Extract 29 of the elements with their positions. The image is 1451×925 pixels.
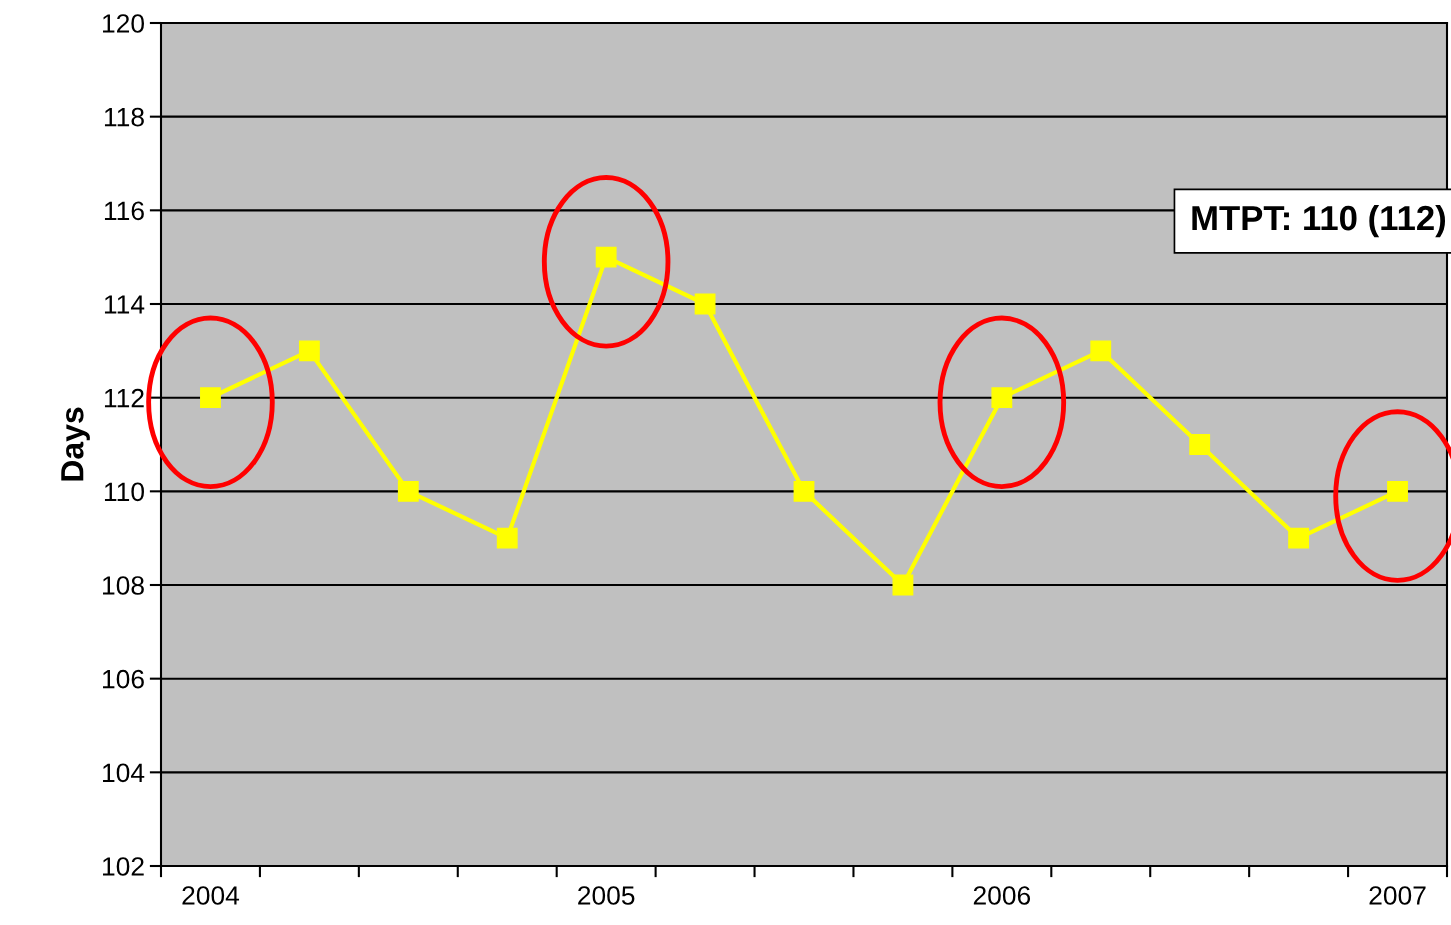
point [397, 480, 419, 502]
y-tick-label: 116 [104, 201, 144, 221]
point [1090, 340, 1112, 362]
point [1288, 527, 1310, 549]
x-tick-label: 2004 [182, 886, 240, 905]
annotation: MTPT: 110 (112) [1192, 204, 1446, 238]
y-tick-label: 102 [103, 857, 144, 876]
point [892, 574, 914, 596]
y-axis-title: Days [61, 407, 90, 481]
y-tick-label: 112 [104, 388, 144, 408]
y-tick-label: 104 [103, 763, 145, 783]
y-tick-label: 120 [103, 14, 144, 33]
point [1387, 480, 1408, 502]
point [496, 527, 518, 549]
y-tick-label: 108 [103, 576, 144, 595]
y-tick-label: 114 [104, 295, 145, 314]
point [793, 480, 815, 502]
point [694, 293, 716, 315]
x-tick-label: 2006 [973, 886, 1031, 905]
point [991, 387, 1013, 409]
point [1189, 434, 1211, 455]
point [200, 387, 221, 409]
y-tick-label: 106 [103, 669, 144, 689]
point [298, 340, 320, 362]
point [595, 246, 617, 268]
x-tick-label: 2007 [1369, 886, 1426, 905]
x-tick-label: 2005 [578, 886, 635, 905]
y-tick-label: 118 [104, 107, 144, 127]
y-tick-label: 110 [104, 482, 144, 502]
